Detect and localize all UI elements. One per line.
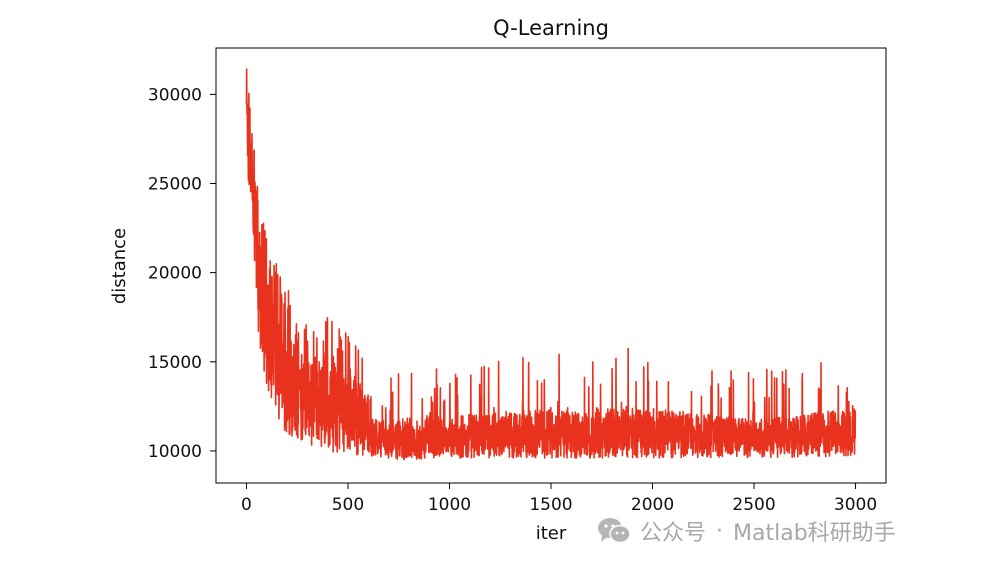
y-ticks: 10000 15000 20000 25000 30000 bbox=[148, 85, 216, 462]
x-ticks: 0 500 1000 1500 2000 2500 3000 bbox=[241, 483, 877, 515]
x-tick-label: 500 bbox=[332, 495, 364, 515]
x-tick-label: 2000 bbox=[631, 495, 674, 515]
y-tick-label: 30000 bbox=[148, 85, 202, 105]
x-tick-label: 3000 bbox=[834, 495, 877, 515]
series-line bbox=[245, 68, 857, 461]
watermark-separator: · bbox=[716, 518, 724, 544]
x-axis-label: iter bbox=[536, 523, 567, 544]
y-tick-label: 25000 bbox=[148, 174, 202, 194]
y-axis-label: distance bbox=[109, 228, 130, 304]
x-tick-label: 0 bbox=[241, 495, 252, 515]
y-tick-label: 20000 bbox=[148, 264, 202, 284]
wechat-icon bbox=[598, 518, 631, 544]
x-tick-label: 1500 bbox=[529, 495, 572, 515]
y-tick-label: 15000 bbox=[148, 353, 202, 373]
watermark-text: 公众号 bbox=[640, 521, 707, 546]
chart-title: Q-Learning bbox=[493, 16, 609, 40]
watermark: 公众号 · Matlab科研助手 bbox=[596, 515, 896, 547]
y-tick-label: 10000 bbox=[148, 442, 202, 462]
x-tick-label: 2500 bbox=[732, 495, 775, 515]
series-layer bbox=[245, 68, 857, 461]
watermark-account: Matlab科研助手 bbox=[733, 521, 896, 546]
x-tick-label: 1000 bbox=[428, 495, 471, 515]
